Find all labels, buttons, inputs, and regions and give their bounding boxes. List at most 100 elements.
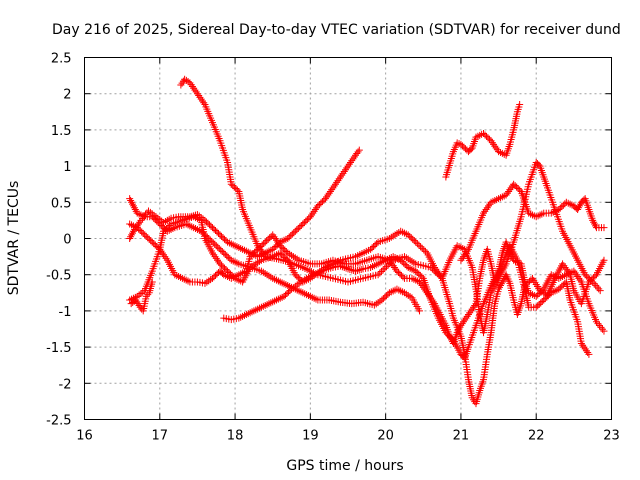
data-point: [413, 269, 421, 277]
data-point: [315, 200, 323, 208]
data-point: [271, 235, 279, 242]
data-point: [458, 142, 466, 150]
data-point: [596, 287, 604, 295]
data-point: [136, 227, 144, 235]
data-point: [431, 263, 439, 271]
data-point: [595, 322, 603, 330]
data-point: [269, 231, 277, 239]
data-point: [134, 220, 142, 228]
data-point: [281, 246, 289, 254]
data-point: [412, 238, 420, 246]
data-point: [279, 252, 287, 260]
data-point: [159, 223, 167, 231]
data-point: [325, 189, 333, 197]
data-point: [507, 251, 515, 259]
data-point: [131, 225, 139, 233]
data-point: [379, 295, 387, 303]
data-point: [463, 312, 471, 320]
data-point: [516, 101, 524, 109]
data-point: [368, 244, 376, 252]
data-point: [559, 201, 567, 209]
data-point: [128, 231, 136, 239]
data-point: [382, 292, 390, 300]
data-point: [258, 241, 266, 249]
data-point: [129, 202, 137, 210]
data-point: [556, 284, 564, 292]
data-point: [158, 249, 166, 257]
data-point: [482, 206, 490, 214]
data-point: [231, 258, 239, 266]
data-point: [192, 88, 200, 96]
data-point: [296, 223, 304, 231]
data-point: [595, 285, 603, 293]
data-point: [161, 253, 169, 261]
data-point: [283, 290, 291, 298]
data-point: [432, 265, 440, 273]
data-point: [160, 251, 168, 259]
data-point: [348, 157, 356, 165]
y-axis-label: SDTVAR / TECUs: [6, 181, 22, 296]
data-point: [218, 248, 226, 256]
data-point: [211, 240, 219, 248]
data-point: [394, 269, 402, 277]
data-point: [378, 296, 386, 304]
data-point: [555, 206, 563, 214]
data-point: [462, 249, 470, 257]
data-point: [285, 288, 293, 296]
data-point: [193, 90, 201, 98]
data-point: [311, 206, 319, 214]
data-point: [540, 296, 548, 304]
data-point: [131, 206, 139, 214]
data-point: [303, 216, 311, 224]
data-point: [537, 299, 545, 307]
x-tick-label: 19: [302, 429, 319, 444]
data-point: [148, 278, 156, 286]
data-point: [576, 276, 584, 284]
data-point: [197, 227, 205, 235]
data-point: [575, 274, 583, 282]
data-point: [397, 287, 405, 295]
data-point: [282, 291, 290, 299]
data-point: [340, 168, 348, 176]
data-point: [211, 227, 219, 235]
data-point: [215, 245, 223, 253]
data-point: [204, 219, 212, 227]
data-point: [381, 293, 389, 301]
data-point: [585, 350, 593, 358]
data-point: [434, 269, 442, 277]
x-tick-label: 16: [76, 429, 93, 444]
data-point: [151, 241, 159, 249]
data-point: [287, 232, 295, 240]
data-point: [495, 285, 503, 293]
data-point: [597, 323, 605, 331]
data-point: [302, 217, 310, 225]
data-point: [584, 274, 592, 282]
data-point: [202, 218, 210, 226]
data-point: [218, 232, 226, 240]
data-point: [133, 222, 141, 230]
grid: [84, 57, 612, 420]
data-point: [528, 211, 536, 219]
y-tick-label: 2.5: [51, 52, 72, 67]
data-point: [582, 347, 590, 355]
data-point: [572, 271, 580, 279]
data-point: [370, 242, 378, 250]
data-point: [492, 144, 500, 152]
data-point: [581, 345, 589, 353]
data-point: [404, 231, 412, 239]
data-point: [136, 303, 144, 311]
data-point: [208, 237, 216, 245]
data-point: [469, 303, 477, 311]
data-point: [162, 254, 170, 262]
data-point: [591, 272, 599, 280]
series-sat-4: [220, 238, 608, 362]
data-point: [208, 224, 216, 232]
data-point: [296, 275, 304, 283]
data-point: [413, 240, 421, 248]
data-point: [367, 245, 375, 253]
data-point: [200, 230, 208, 238]
data-point: [415, 270, 423, 278]
data-point: [556, 204, 564, 212]
data-point: [397, 271, 405, 279]
data-point: [211, 271, 219, 279]
